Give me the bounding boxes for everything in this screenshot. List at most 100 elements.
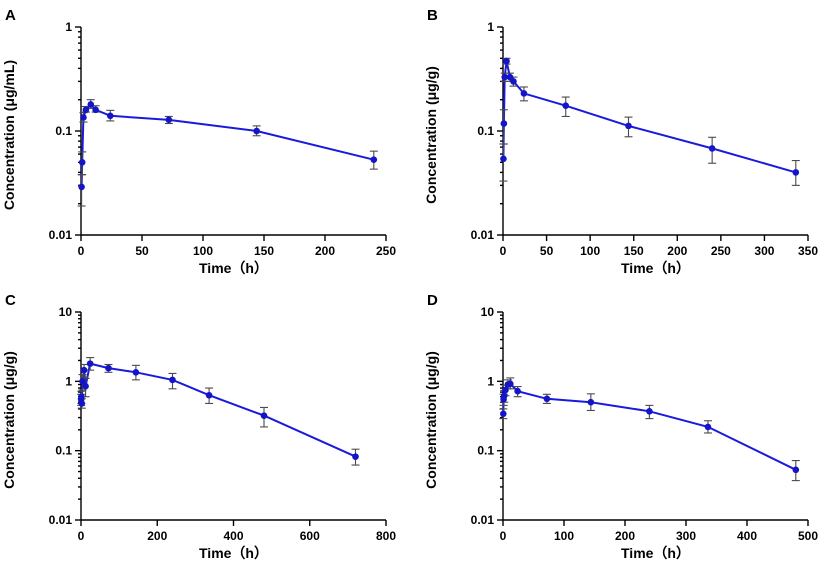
data-point (169, 376, 176, 384)
x-tick-label: 600 (300, 529, 320, 543)
x-axis-title: Time（h） (199, 545, 268, 561)
data-point (87, 101, 95, 108)
series-line (80, 362, 356, 458)
data-point (78, 393, 85, 401)
x-tick-label: 150 (624, 244, 644, 258)
data-point (352, 453, 359, 460)
data-point (502, 386, 509, 394)
data-point (78, 183, 85, 191)
y-tick-label: 0.01 (471, 513, 495, 527)
panel-a: A 0.01 0.1 1 0 50 100 150 200 250 Time（h） Concentra… (1, 7, 396, 276)
data-point (260, 412, 268, 419)
y-axis-title: Concentration (μg/mL) (1, 60, 17, 210)
data-point (625, 122, 632, 130)
data-point (105, 364, 112, 372)
y-tick-label: 10 (481, 305, 495, 319)
x-tick-label: 50 (540, 244, 554, 258)
data-point (543, 395, 551, 403)
data-point (253, 127, 260, 135)
data-point (792, 169, 800, 176)
x-tick-label: 100 (193, 244, 213, 258)
panel-letter: A (5, 7, 16, 24)
x-tick-label: 0 (78, 244, 85, 258)
y-tick-label: 0.1 (477, 444, 494, 458)
x-tick-label: 0 (500, 244, 507, 258)
data-point (500, 155, 507, 163)
data-point (86, 360, 94, 367)
y-tick-label: 0.1 (55, 444, 72, 458)
y-tick-label: 10 (59, 305, 73, 319)
data-point (520, 90, 528, 97)
data-point (500, 392, 508, 400)
data-point (500, 410, 507, 418)
x-tick-label: 0 (500, 529, 507, 543)
y-tick-label: 1 (487, 374, 494, 388)
y-axis-title: Concentration (μg/g) (1, 351, 17, 489)
x-tick-label: 300 (754, 244, 774, 258)
data-point (82, 106, 90, 114)
y-axis-title: Concentration (μg/g) (423, 66, 439, 204)
data-point (82, 382, 89, 390)
x-tick-label: 350 (798, 244, 818, 258)
data-point (79, 378, 86, 385)
data-point (708, 145, 716, 152)
data-point (501, 73, 509, 81)
x-tick-label: 200 (667, 244, 687, 258)
y-tick-label: 0.01 (49, 228, 73, 242)
x-tick-label: 100 (580, 244, 600, 258)
data-point (704, 423, 712, 431)
panel-c: C 0.01 0.1 1 10 0 200 400 600 800 Time（h） Concentra… (1, 292, 396, 561)
data-point (205, 391, 213, 399)
data-point (792, 466, 800, 474)
y-tick-label: 1 (65, 374, 72, 388)
x-tick-label: 150 (254, 244, 274, 258)
x-tick-label: 50 (135, 244, 149, 258)
y-tick-label: 0.1 (55, 124, 72, 138)
series-line (502, 60, 797, 174)
y-tick-label: 1 (487, 20, 494, 34)
data-point (132, 368, 140, 376)
y-axis-title: Concentration (μg/g) (423, 351, 439, 489)
series-line (80, 103, 375, 187)
data-point (510, 78, 517, 85)
y-tick-label: 0.1 (477, 124, 494, 138)
data-point (106, 112, 114, 120)
y-tick-label: 0.01 (471, 228, 495, 242)
x-tick-label: 200 (147, 529, 167, 543)
y-tick-label: 0.01 (49, 513, 73, 527)
data-point (80, 366, 88, 374)
panel-letter: D (427, 292, 438, 309)
data-point (80, 114, 87, 121)
x-tick-label: 800 (376, 529, 396, 543)
data-point (165, 116, 173, 124)
x-tick-label: 500 (798, 529, 818, 543)
x-axis-title: Time（h） (621, 545, 690, 561)
data-point (646, 407, 653, 415)
x-tick-label: 100 (554, 529, 574, 543)
data-point (587, 398, 595, 406)
x-tick-label: 400 (737, 529, 757, 543)
data-point (514, 387, 521, 395)
data-point (503, 57, 510, 65)
x-tick-label: 400 (223, 529, 243, 543)
panel-letter: C (5, 292, 16, 309)
x-tick-label: 250 (376, 244, 396, 258)
data-point (92, 106, 99, 114)
x-tick-label: 250 (711, 244, 731, 258)
x-tick-label: 200 (315, 244, 335, 258)
x-axis-title: Time（h） (621, 260, 690, 276)
x-tick-label: 300 (676, 529, 696, 543)
x-axis-title: Time（h） (199, 260, 268, 276)
panel-letter: B (427, 7, 438, 24)
x-tick-label: 200 (615, 529, 635, 543)
data-point (562, 102, 570, 110)
data-point (78, 400, 86, 407)
panel-b: B 0.01 0.1 1 0 50 100 150 200 250 300 350 Time（h） Con… (423, 7, 818, 276)
x-tick-label: 0 (78, 529, 85, 543)
data-point (507, 380, 514, 388)
y-tick-label: 1 (65, 20, 72, 34)
data-point (370, 156, 378, 163)
data-point (500, 120, 508, 127)
